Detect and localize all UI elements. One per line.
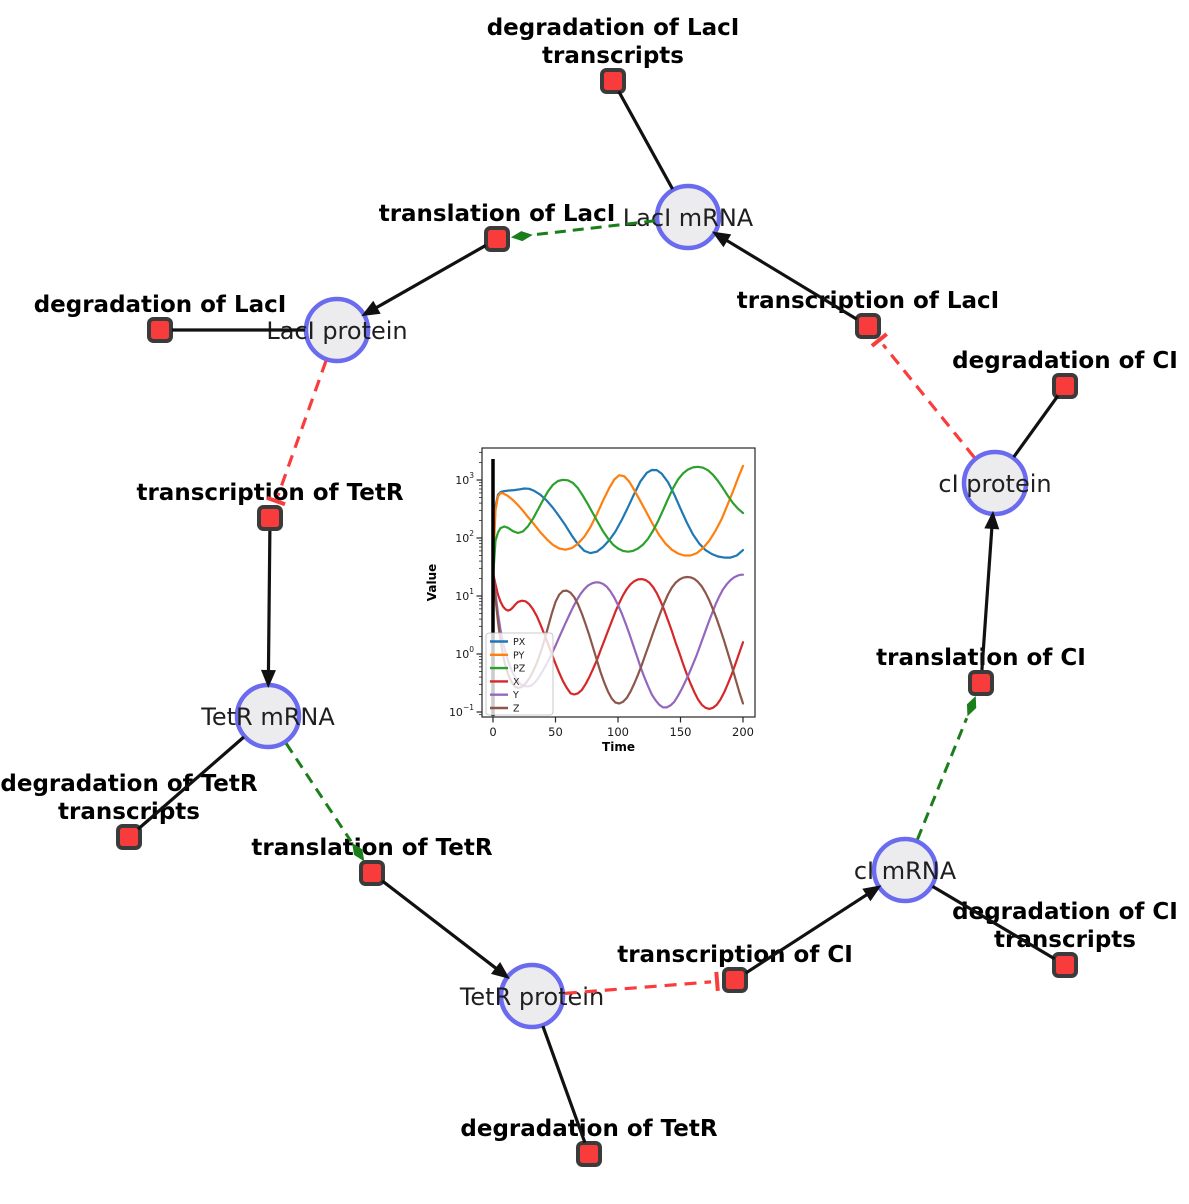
reaction-node-deg-ci[interactable] (1052, 373, 1078, 399)
edge-ci-mrna-to-translation-ci (916, 717, 969, 840)
reaction-node-transcription-laci[interactable] (855, 313, 881, 339)
x-tick-label-200: 200 (732, 725, 754, 739)
edge-tetr-mrna-to-deg-tetr-transcripts (137, 735, 245, 831)
series-line-PZ (491, 465, 745, 580)
y-tick-label-1e1: 101 (455, 587, 474, 603)
edge-ci-protein-to-deg-ci (1012, 394, 1060, 458)
reaction-label-deg-ci: degradation of CI (952, 348, 1178, 374)
x-tick-label-150: 150 (670, 725, 692, 739)
edge-laci-mrna-to-deg-laci-transcripts (617, 90, 674, 190)
reaction-label-transcription-tetr: transcription of TetR (136, 480, 403, 506)
reaction-label-deg-laci: degradation of LacI (34, 292, 287, 318)
legend: PX PY PZ XYZ (485, 632, 554, 716)
y-tick-label-1e3: 103 (455, 471, 474, 487)
edge-tetr-protein-to-deg-tetr (541, 1025, 587, 1144)
reaction-label-translation-laci: translation of LacI (379, 201, 616, 227)
legend-label-PX: PX (513, 637, 526, 648)
reaction-node-deg-laci-transcripts[interactable] (600, 68, 626, 94)
inset-chart: 0 50 100 150 20010310210110010−1TimeValuePXP… (425, 447, 756, 754)
reaction-label-translation-tetr: translation of TetR (251, 835, 492, 861)
edge-ci-protein-to-transcription-laci-tee-head (870, 332, 888, 348)
legend-label-PZ: PZ (513, 664, 526, 675)
edge-ci-mrna-to-translation-ci-diamond-head (966, 695, 977, 717)
species-node-laci-protein[interactable] (303, 296, 371, 364)
edge-ci-protein-to-transcription-laci (881, 343, 976, 459)
species-label-laci-mrna: LacI mRNA (623, 204, 754, 232)
reaction-node-deg-tetr-transcripts[interactable] (116, 824, 142, 850)
edge-tetr-mrna-to-translation-tetr-diamond-head (352, 842, 365, 862)
edge-translation-tetr-to-tetr-protein-arrowhead (490, 962, 510, 979)
edge-translation-ci-to-ci-protein (980, 527, 994, 671)
edge-transcription-ci-to-ci-mrna-arrowhead (862, 885, 882, 902)
species-node-ci-protein[interactable] (961, 449, 1029, 517)
reaction-node-translation-ci[interactable] (968, 670, 994, 696)
edge-translation-tetr-to-tetr-protein (381, 879, 498, 970)
reaction-label-deg-laci-transcripts-line2: transcripts (542, 43, 684, 69)
edge-translation-ci-to-ci-protein-arrowhead (984, 510, 1000, 530)
species-label-tetr-protein: TetR protein (459, 983, 604, 1011)
reaction-label-transcription-laci: transcription of LacI (737, 288, 1000, 314)
y-tick-label-1e2: 102 (455, 529, 474, 545)
reaction-label-deg-ci-transcripts-line2: transcripts (994, 927, 1136, 953)
nodes-layer (116, 68, 1078, 1167)
edge-laci-mrna-to-translation-laci (534, 219, 656, 237)
edge-tetr-mrna-to-translation-tetr (284, 742, 353, 843)
edge-transcription-tetr-to-tetr-mrna (266, 530, 272, 672)
series-line-PY (491, 464, 745, 570)
edge-tetr-protein-to-transcription-ci-tee-head (714, 971, 720, 992)
edge-transcription-ci-to-ci-mrna (745, 893, 869, 975)
species-node-tetr-protein[interactable] (498, 962, 566, 1030)
edges-layer (137, 90, 1060, 1144)
edge-transcription-laci-to-laci-mrna-arrowhead (711, 231, 732, 248)
edge-translation-laci-to-laci-protein (375, 244, 487, 310)
reaction-label-transcription-ci: transcription of CI (617, 942, 853, 968)
reaction-node-translation-laci[interactable] (484, 226, 510, 252)
x-tick-label-50: 50 (548, 725, 563, 739)
y-tick-label-1e0: 100 (455, 645, 474, 661)
series-line-X (491, 571, 745, 710)
reaction-label-deg-tetr-transcripts-line2: transcripts (58, 799, 200, 825)
edge-transcription-laci-to-laci-mrna (725, 238, 858, 321)
edge-laci-protein-to-transcription-tetr-tee-head (266, 495, 286, 507)
reaction-label-deg-ci-transcripts-line1: degradation of CI (952, 899, 1178, 925)
species-label-ci-mrna: cI mRNA (854, 857, 957, 885)
reaction-label-deg-tetr-transcripts-line1: degradation of TetR (0, 771, 257, 797)
edge-laci-mrna-to-translation-laci-diamond-head (510, 231, 533, 242)
reaction-node-transcription-tetr[interactable] (257, 505, 283, 531)
edge-tetr-protein-to-transcription-ci (564, 980, 712, 996)
reaction-node-deg-tetr[interactable] (576, 1141, 602, 1167)
y-tick-label-1e-1: 10−1 (449, 703, 474, 719)
edge-ci-mrna-to-deg-ci-transcripts (931, 884, 1056, 961)
reaction-label-deg-tetr: degradation of TetR (460, 1116, 717, 1142)
edge-translation-laci-to-laci-protein-arrowhead (361, 300, 381, 317)
edge-transcription-tetr-to-tetr-mrna-arrowhead (260, 669, 276, 689)
species-label-ci-protein: cI protein (938, 470, 1051, 498)
reaction-node-transcription-ci[interactable] (722, 967, 748, 993)
reaction-node-translation-tetr[interactable] (359, 860, 385, 886)
species-label-tetr-mrna: TetR mRNA (200, 703, 335, 731)
edge-laci-protein-to-transcription-tetr (276, 360, 328, 496)
y-axis-label: Value (425, 564, 439, 602)
x-tick-label-100: 100 (607, 725, 629, 739)
reaction-node-deg-ci-transcripts[interactable] (1052, 952, 1078, 978)
species-node-ci-mrna[interactable] (871, 836, 939, 904)
x-tick-label-0: 0 (489, 725, 496, 739)
x-axis-label: Time (602, 740, 635, 754)
legend-label-Z: Z (513, 704, 520, 715)
species-node-laci-mrna[interactable] (654, 183, 722, 251)
reaction-node-deg-laci[interactable] (147, 317, 173, 343)
legend-label-X: X (513, 677, 520, 688)
legend-label-PY: PY (513, 650, 525, 661)
legend-label-Y: Y (512, 690, 519, 701)
reaction-label-deg-laci-transcripts-line1: degradation of LacI (487, 15, 740, 41)
